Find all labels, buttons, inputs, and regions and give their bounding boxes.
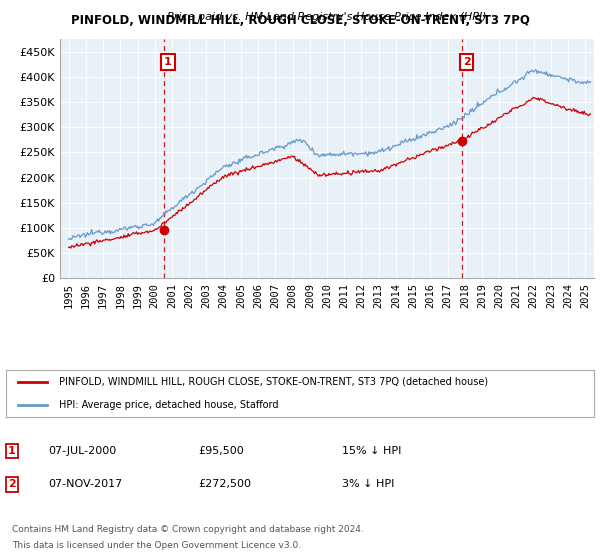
Text: PINFOLD, WINDMILL HILL, ROUGH CLOSE, STOKE-ON-TRENT, ST3 7PQ: PINFOLD, WINDMILL HILL, ROUGH CLOSE, STO…: [71, 14, 529, 27]
Text: Contains HM Land Registry data © Crown copyright and database right 2024.: Contains HM Land Registry data © Crown c…: [12, 525, 364, 534]
Text: 3% ↓ HPI: 3% ↓ HPI: [342, 479, 394, 489]
Text: 2: 2: [8, 479, 16, 489]
Text: 15% ↓ HPI: 15% ↓ HPI: [342, 446, 401, 456]
Text: PINFOLD, WINDMILL HILL, ROUGH CLOSE, STOKE-ON-TRENT, ST3 7PQ (detached house): PINFOLD, WINDMILL HILL, ROUGH CLOSE, STO…: [59, 376, 488, 386]
Text: 1: 1: [164, 57, 172, 67]
Text: £95,500: £95,500: [198, 446, 244, 456]
Text: £272,500: £272,500: [198, 479, 251, 489]
Text: HPI: Average price, detached house, Stafford: HPI: Average price, detached house, Staf…: [59, 400, 278, 410]
Text: 1: 1: [8, 446, 16, 456]
Title: Price paid vs. HM Land Registry's House Price Index (HPI): Price paid vs. HM Land Registry's House …: [167, 12, 487, 22]
Text: 2: 2: [463, 57, 470, 67]
Text: 07-NOV-2017: 07-NOV-2017: [48, 479, 122, 489]
Text: 07-JUL-2000: 07-JUL-2000: [48, 446, 116, 456]
Text: This data is licensed under the Open Government Licence v3.0.: This data is licensed under the Open Gov…: [12, 542, 301, 550]
